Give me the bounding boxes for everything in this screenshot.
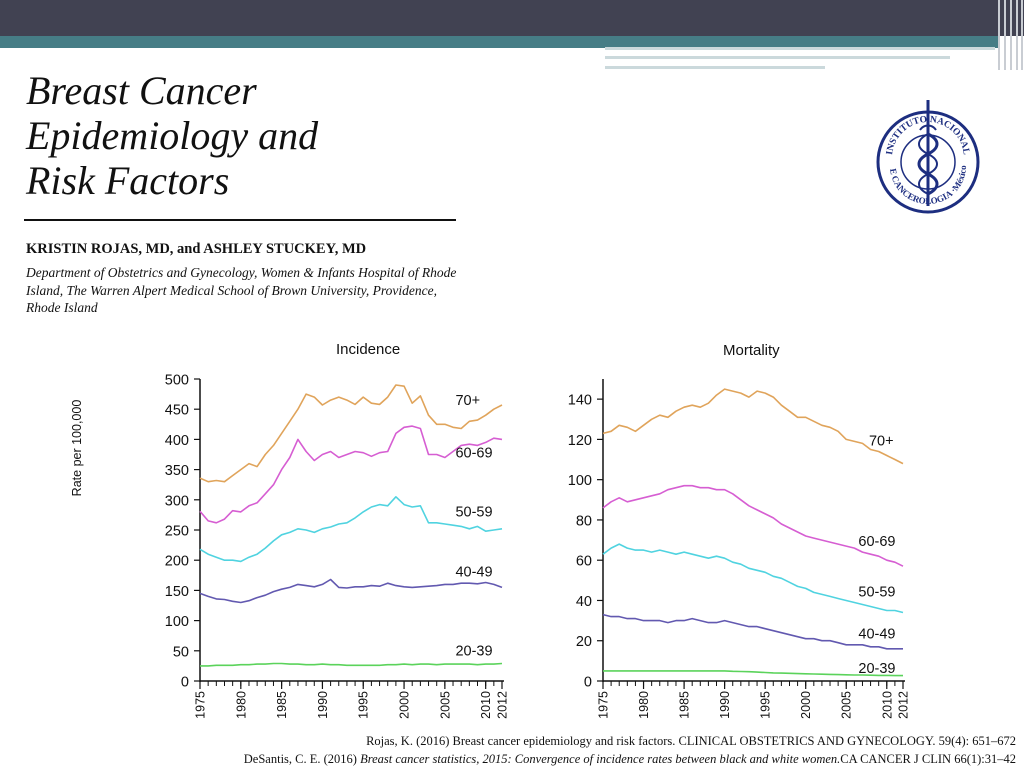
incidence-y-tick-label: 150 — [165, 584, 189, 600]
incidence-y-tick-label: 250 — [165, 524, 189, 540]
mortality-series-label-40-49: 40-49 — [858, 627, 895, 643]
references: Rojas, K. (2016) Breast cancer epidemiol… — [0, 732, 1016, 768]
header-accent-bar — [0, 36, 1000, 48]
mortality-y-tick-label: 20 — [576, 634, 592, 650]
mortality-x-tick-label: 1990 — [718, 691, 732, 719]
header-bar — [0, 0, 1024, 36]
incidence-series-label-20-39: 20-39 — [455, 644, 492, 660]
slide-title: Breast Cancer Epidemiology and Risk Fact… — [26, 68, 318, 203]
mortality-chart-title: Mortality — [723, 342, 780, 359]
mortality-x-tick-label: 2012 — [897, 691, 911, 719]
incidence-x-tick-label: 1975 — [194, 691, 208, 719]
affiliation: Department of Obstetrics and Gynecology,… — [26, 265, 457, 315]
header-stripe — [605, 56, 950, 59]
incidence-series-line-20-39 — [200, 662, 503, 667]
title-line: Breast Cancer — [26, 68, 257, 113]
mortality-series-line-60-69 — [602, 484, 904, 567]
incidence-series-label-40-49: 40-49 — [455, 565, 492, 581]
incidence-y-tick-label: 500 — [165, 373, 189, 389]
mortality-series-label-50-59: 50-59 — [858, 584, 895, 600]
header-stripe — [605, 66, 825, 69]
incidence-series-label-50-59: 50-59 — [455, 505, 492, 521]
reference-2-author: DeSantis, C. E. (2016) — [243, 752, 361, 766]
mortality-y-tick-label: 80 — [576, 513, 592, 529]
mortality-y-tick-label: 120 — [568, 433, 592, 449]
incidence-x-tick-label: 1985 — [275, 691, 289, 719]
mortality-y-tick-label: 0 — [584, 675, 592, 691]
mortality-series-label-20-39: 20-39 — [858, 661, 895, 677]
incidence-x-tick-label: 1980 — [234, 691, 248, 719]
corner-lines — [994, 0, 1024, 70]
mortality-x-tick-label: 1975 — [597, 691, 611, 719]
mortality-x-tick-label: 1995 — [759, 691, 773, 719]
authors: KRISTIN ROJAS, MD, and ASHLEY STUCKEY, M… — [26, 241, 367, 257]
caduceus-icon — [917, 100, 939, 206]
title-line: Risk Factors — [26, 158, 230, 203]
incidence-series-line-60-69 — [199, 425, 503, 524]
mortality-series-label-70+: 70+ — [869, 433, 894, 449]
incidence-x-tick-label: 2012 — [496, 691, 510, 719]
mortality-x-tick-label: 2005 — [840, 691, 854, 719]
mortality-y-tick-label: 60 — [576, 554, 592, 570]
incidence-y-tick-label: 100 — [165, 614, 189, 630]
incidence-series-line-50-59 — [199, 496, 503, 563]
incidence-y-tick-label: 50 — [173, 644, 189, 660]
mortality-series-line-40-49 — [602, 613, 903, 650]
incidence-series-line-40-49 — [199, 578, 503, 604]
title-divider — [24, 219, 456, 221]
mortality-chart: 0 20 40 60 80 100 120 140 1975 1980 1985 1990 1995 20… — [568, 379, 911, 719]
incidence-y-tick-label: 450 — [165, 403, 189, 419]
mortality-y-tick-label: 140 — [568, 393, 592, 409]
incidence-series-label-70+: 70+ — [455, 393, 480, 409]
incidence-x-tick-label: 1995 — [357, 691, 371, 719]
mortality-series-line-70+ — [602, 388, 904, 465]
mortality-y-tick-label: 40 — [576, 594, 592, 610]
header-stripe — [605, 47, 995, 50]
mortality-x-tick-label: 1980 — [637, 691, 651, 719]
mortality-series-label-60-69: 60-69 — [858, 534, 895, 550]
incidence-chart: 0 50 100 150 200 250 300 350 400 450 500 1975 1980 19… — [165, 373, 510, 719]
mortality-x-tick-label: 1985 — [678, 691, 692, 719]
mortality-series-line-20-39 — [603, 670, 903, 677]
incidence-series-label-60-69: 60-69 — [455, 446, 492, 462]
mortality-x-tick-label: 2000 — [799, 691, 813, 719]
reference-1: Rojas, K. (2016) Breast cancer epidemiol… — [366, 734, 1016, 748]
incidence-x-tick-label: 2010 — [479, 691, 493, 719]
incidence-y-tick-label: 350 — [165, 463, 189, 479]
reference-2: DeSantis, C. E. (2016) Breast cancer sta… — [0, 750, 1016, 768]
mortality-x-tick-label: 2010 — [880, 691, 894, 719]
institute-seal-logo: INSTITUTO NACIONAL DE CANCEROLOGIA ·Méxi… — [876, 98, 980, 214]
incidence-y-tick-label: 300 — [165, 493, 189, 509]
reference-2-title: Breast cancer statistics, 2015: Converge… — [360, 752, 841, 766]
incidence-series-line-70+ — [199, 384, 503, 483]
incidence-y-tick-label: 200 — [165, 554, 189, 570]
incidence-x-tick-label: 2000 — [398, 691, 412, 719]
incidence-y-tick-label: 0 — [181, 675, 189, 691]
incidence-x-tick-label: 2005 — [438, 691, 452, 719]
mortality-series-line-50-59 — [602, 543, 904, 614]
incidence-x-tick-label: 1990 — [316, 691, 330, 719]
title-line: Epidemiology and — [26, 113, 319, 158]
incidence-y-tick-label: 400 — [165, 433, 189, 449]
incidence-chart-title: Incidence — [336, 341, 401, 358]
mortality-y-tick-label: 100 — [568, 473, 592, 489]
reference-2-journal: CA CANCER J CLIN 66(1):31–42 — [840, 752, 1016, 766]
